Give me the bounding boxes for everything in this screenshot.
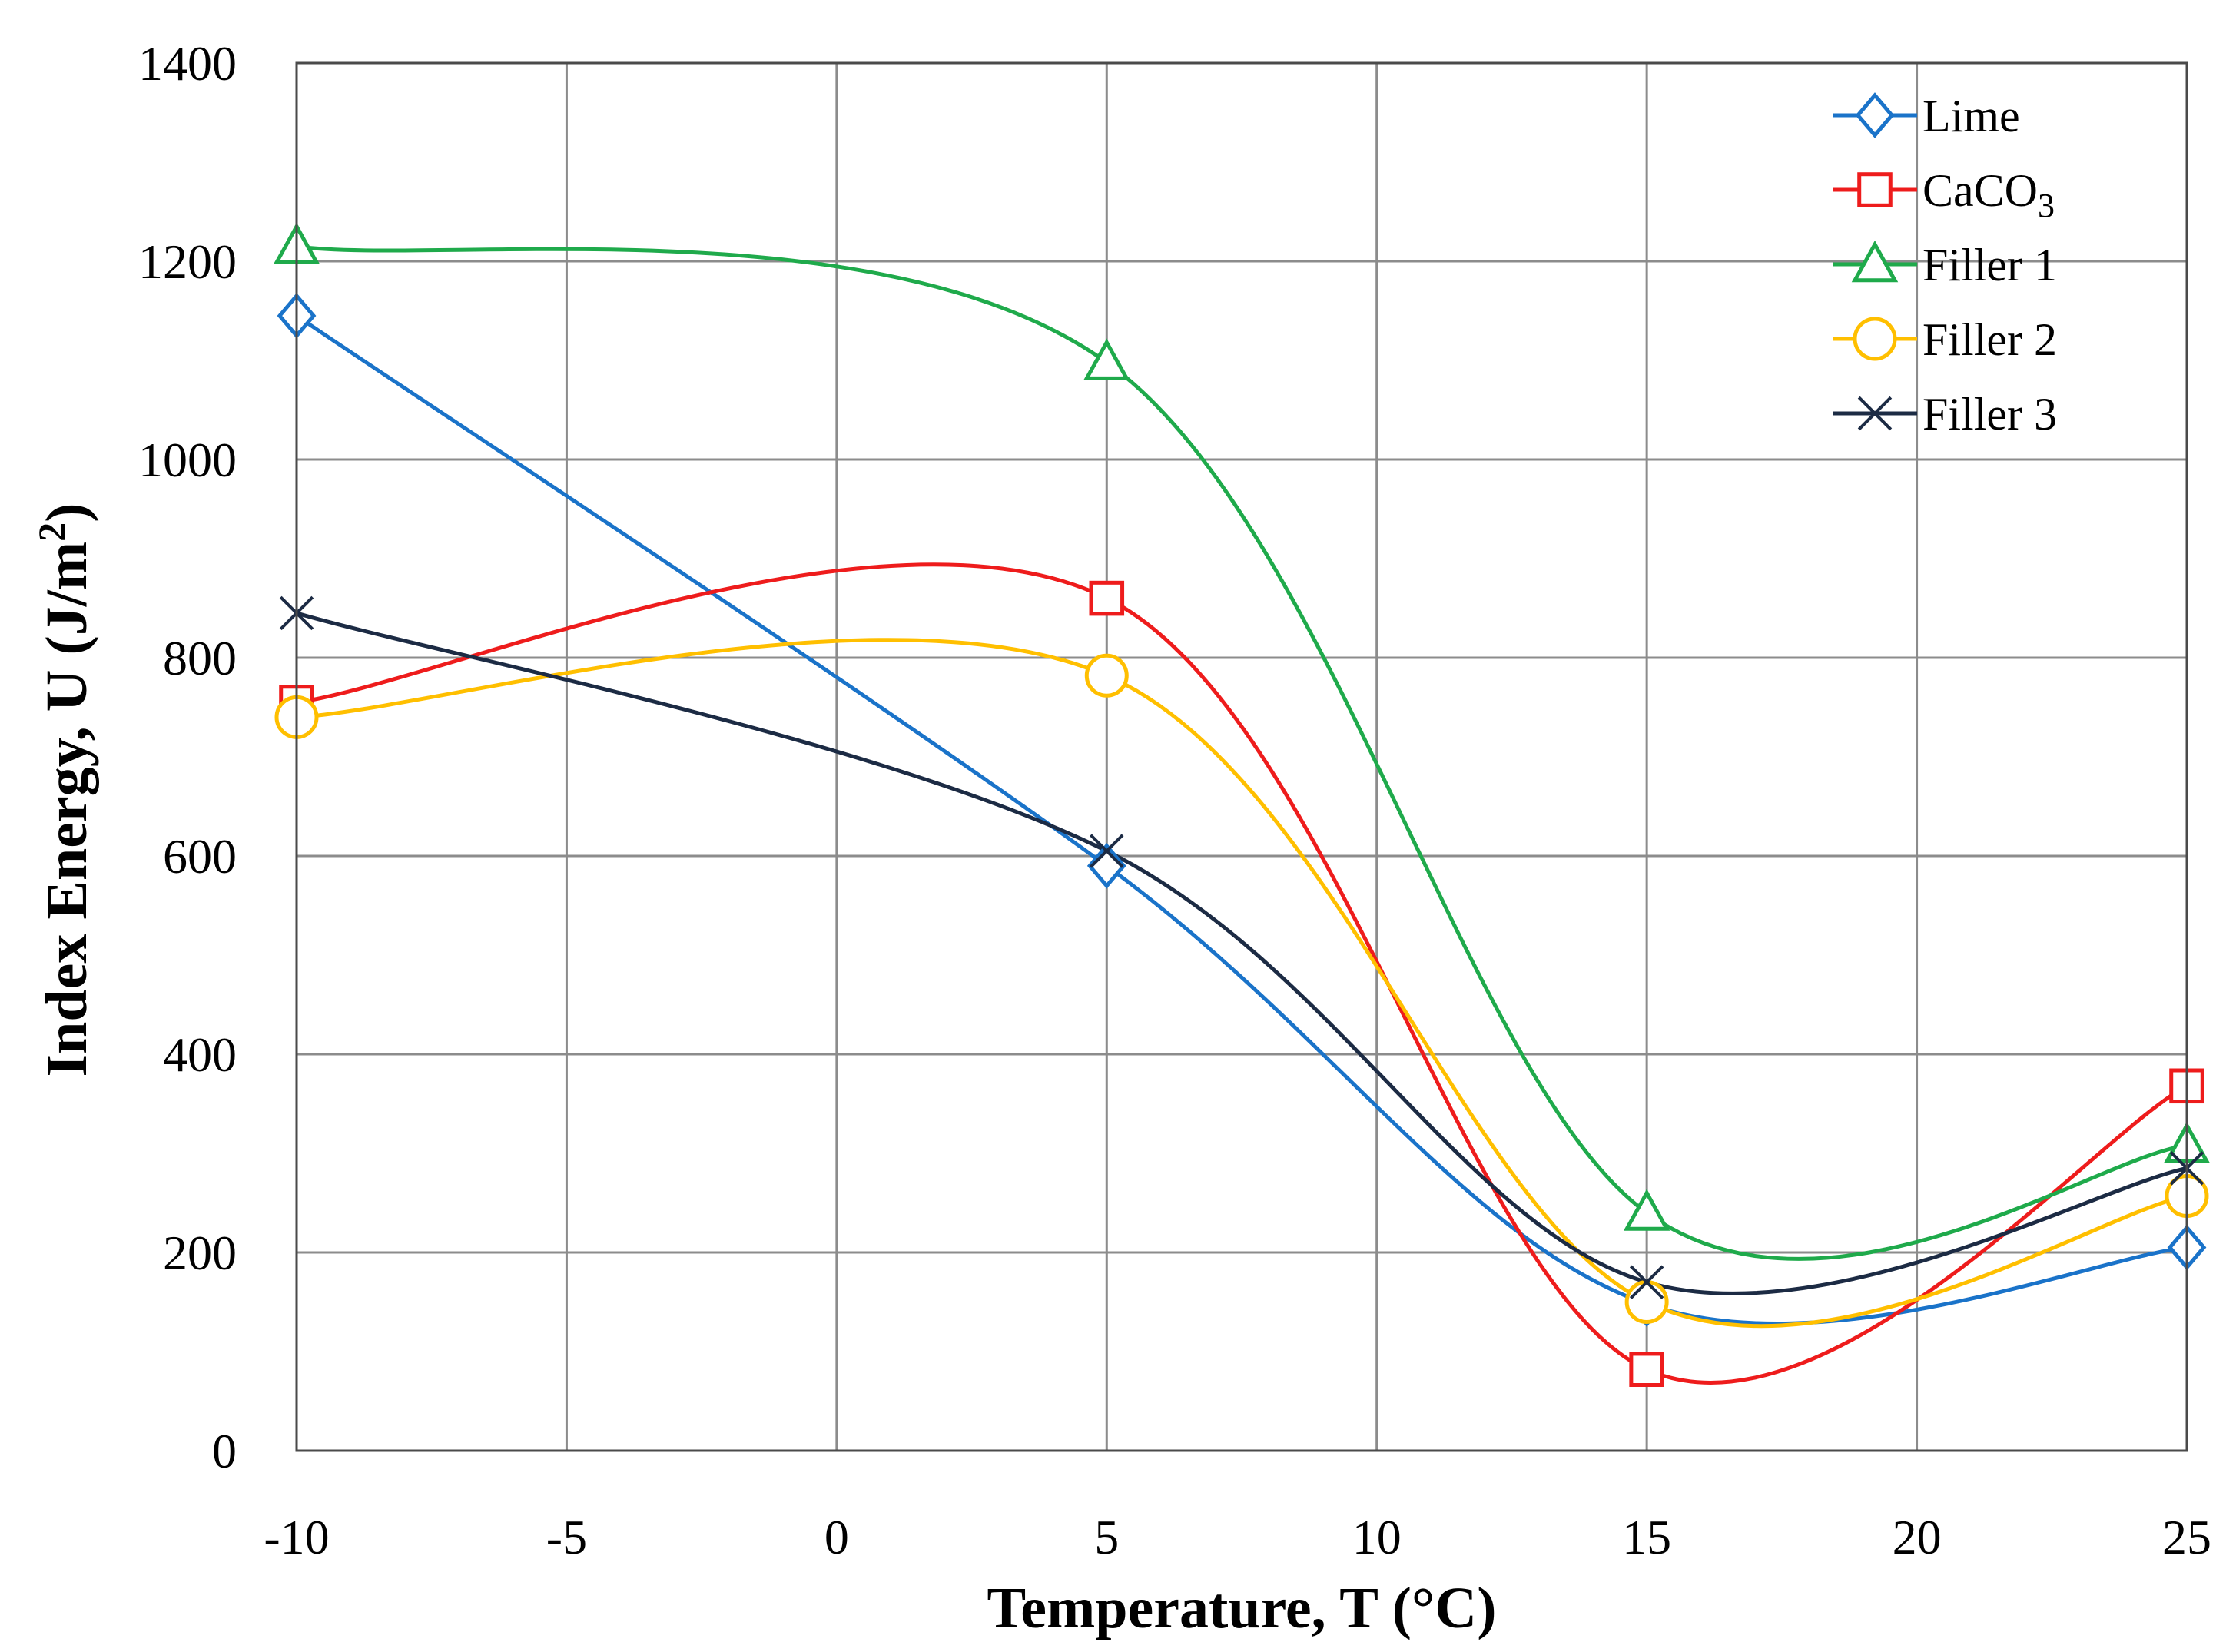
x-tick-label: 5 — [1094, 1510, 1119, 1564]
legend-marker-filler-3 — [1857, 396, 1893, 431]
legend-item-lime: Lime — [1833, 91, 2020, 141]
y-tick-labels: 0 200 400 600 800 1000 1200 1400 — [138, 36, 237, 1478]
x-tick-label: 0 — [824, 1510, 849, 1564]
data-point-lime — [1086, 843, 1126, 889]
legend-item-filler-3: Filler 3 — [1833, 389, 2057, 440]
y-axis-title: Index Energy, U (J/m2) — [30, 503, 99, 1076]
series-markers — [273, 222, 2211, 1387]
series-line-filler-2 — [296, 638, 2188, 1329]
y-tick-label: 600 — [163, 829, 237, 884]
legend-label-filler-3: Filler 3 — [1922, 389, 2057, 440]
y-tick-label: 1400 — [138, 36, 237, 91]
y-tick-label: 200 — [163, 1226, 237, 1280]
legend-marker-filler-1 — [1851, 240, 1899, 283]
data-point-filler-1 — [1623, 1189, 1670, 1231]
legend-label-caco3: CaCO3 — [1922, 165, 2055, 224]
data-point-filler-2 — [1624, 1280, 1669, 1324]
data-point-caco3 — [1089, 580, 1125, 616]
data-point-filler-3 — [1629, 1265, 1664, 1299]
legend-marker-lime — [1855, 92, 1895, 138]
data-point-filler-2 — [1084, 653, 1129, 698]
series-line-caco3 — [296, 562, 2188, 1385]
series-line-lime — [295, 313, 2188, 1326]
x-tick-label: -10 — [264, 1510, 329, 1564]
series-line-filler-3 — [296, 611, 2188, 1295]
legend-marker-filler-2 — [1853, 317, 1897, 361]
grid — [295, 61, 2188, 1452]
x-tick-label: 15 — [1622, 1510, 1671, 1564]
series-lines — [295, 244, 2188, 1385]
plot-area-border — [295, 61, 2188, 1452]
series-line-filler-1 — [296, 244, 2188, 1261]
data-point-filler-3 — [1090, 834, 1124, 868]
x-tick-label: -5 — [546, 1510, 587, 1564]
y-axis-title-main: Index Energy, U (J/m — [35, 542, 99, 1077]
y-tick-label: 800 — [163, 631, 237, 685]
legend-item-caco3: CaCO3 — [1833, 165, 2055, 224]
y-tick-label: 0 — [212, 1424, 237, 1478]
y-tick-label: 1000 — [138, 433, 237, 487]
legend-label-lime: Lime — [1922, 91, 2020, 141]
x-tick-labels: -10 -5 0 5 10 15 20 25 — [264, 1510, 2211, 1564]
data-point-filler-1 — [1083, 338, 1130, 380]
y-tick-label: 1200 — [138, 234, 237, 289]
legend: Lime CaCO3 Filler 1 Filler 2 Filler 3 — [1833, 91, 2057, 440]
y-axis-title-end: ) — [35, 503, 99, 522]
legend-label-filler-1: Filler 1 — [1922, 240, 2057, 290]
legend-item-filler-1: Filler 1 — [1833, 240, 2057, 290]
x-tick-label: 10 — [1352, 1510, 1402, 1564]
y-axis-title-sup: 2 — [30, 522, 73, 542]
y-tick-label: 400 — [163, 1027, 237, 1082]
legend-marker-caco3 — [1857, 172, 1893, 207]
legend-item-filler-2: Filler 2 — [1833, 314, 2057, 365]
x-axis-title: Temperature, T (°C) — [987, 1576, 1497, 1640]
x-tick-label: 25 — [2162, 1510, 2211, 1564]
legend-label-filler-2: Filler 2 — [1922, 314, 2057, 365]
x-tick-label: 20 — [1893, 1510, 1942, 1564]
data-point-caco3 — [1629, 1352, 1664, 1387]
